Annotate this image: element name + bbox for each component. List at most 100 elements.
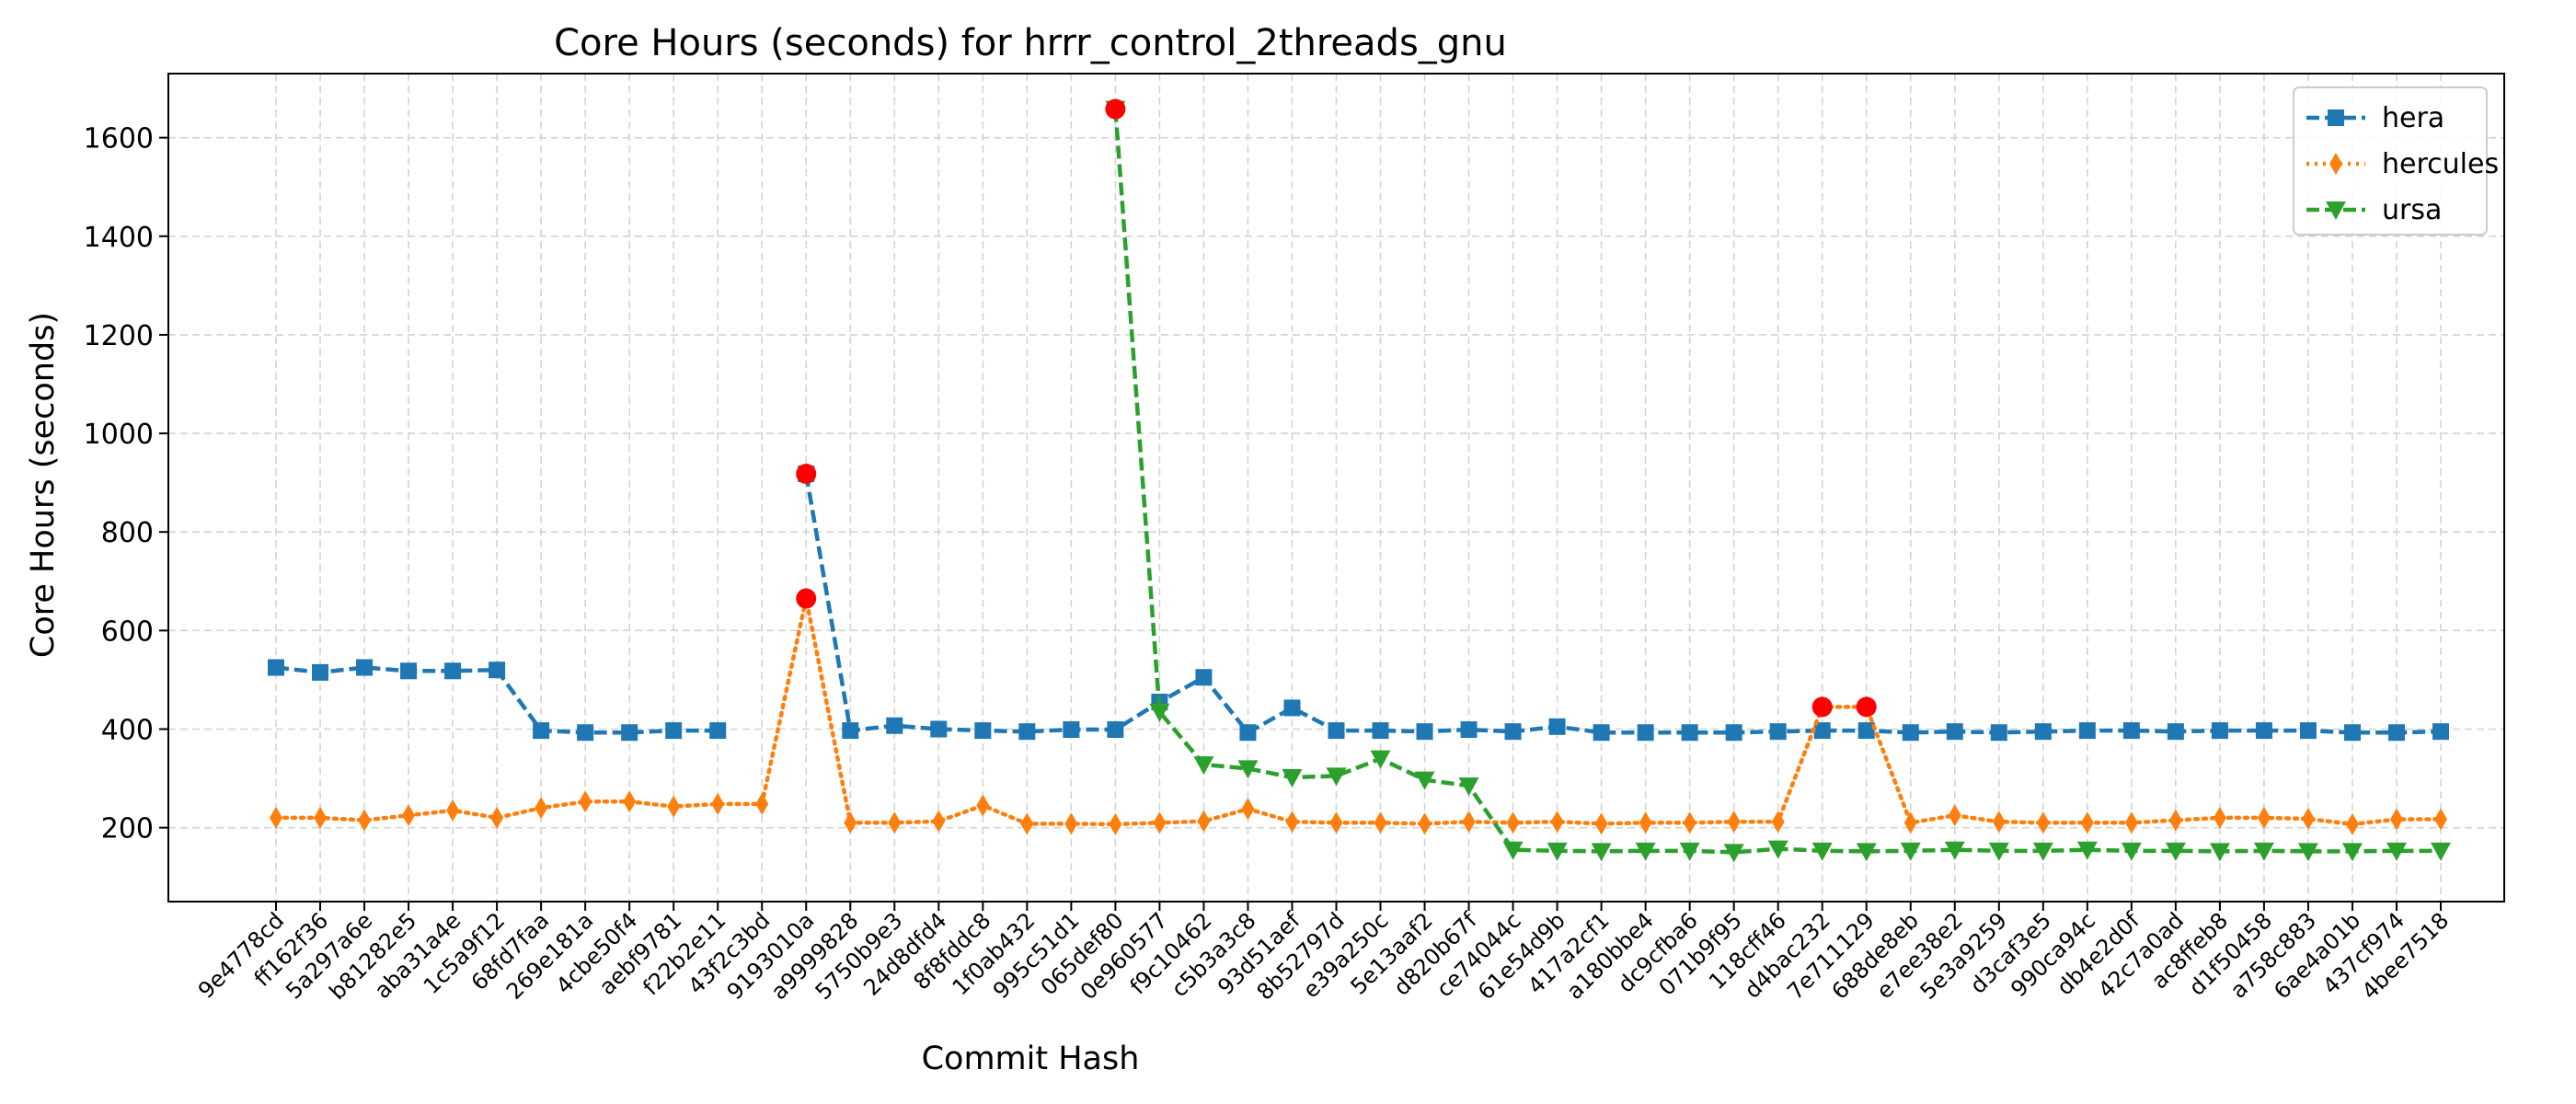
data-point-hercules (1727, 811, 1741, 834)
data-point-hera (1725, 724, 1742, 742)
data-point-ursa (1326, 767, 1347, 787)
data-point-hera (1902, 724, 1919, 742)
data-point-ursa (1988, 842, 2009, 861)
x-axis-label: Commit Hash (922, 1041, 1140, 1077)
data-point-hera (1283, 699, 1301, 717)
data-point-ursa (2431, 842, 2451, 861)
data-point-hera (1548, 718, 1566, 735)
data-point-hercules (1462, 811, 1476, 834)
data-point-hercules (535, 797, 548, 820)
data-point-hercules (976, 794, 990, 817)
data-point-hera (1018, 723, 1036, 741)
y-tick-label: 1400 (84, 222, 154, 254)
data-point-hera (2167, 723, 2184, 741)
data-point-hera (621, 724, 638, 742)
data-point-hercules (2257, 806, 2271, 829)
data-point-hercules (844, 811, 857, 834)
y-tick-label: 400 (101, 715, 154, 747)
data-point-hercules (2389, 808, 2403, 831)
data-point-ursa (1679, 842, 1700, 861)
data-point-hercules (2036, 811, 2050, 834)
legend: hera hercules ursa (2293, 86, 2499, 236)
data-point-hercules (888, 811, 902, 834)
data-point-ursa (2121, 842, 2142, 861)
data-point-hercules (1241, 798, 1255, 821)
data-point-hera (2078, 722, 2096, 740)
data-point-hera (1460, 721, 1478, 739)
data-point-hera (2432, 723, 2449, 741)
legend-marker-hercules (2329, 153, 2342, 175)
data-point-ursa (1635, 842, 1656, 861)
y-tick-label: 800 (101, 517, 154, 549)
data-point-hercules (1550, 811, 1564, 834)
data-point-ursa (1149, 703, 1170, 722)
legend-label-hera: hera (2382, 102, 2444, 134)
data-point-hera (930, 720, 948, 738)
grid (168, 74, 2504, 902)
data-point-hercules (2168, 809, 2182, 832)
data-point-hercules (755, 792, 769, 815)
data-point-hera (1328, 722, 1345, 740)
data-point-hera (1857, 722, 1875, 740)
legend-label-ursa: ursa (2382, 194, 2442, 226)
data-point-ursa (2209, 843, 2230, 862)
data-point-hera (577, 724, 594, 742)
series-line-hera (804, 473, 2442, 736)
y-tick-label: 1600 (84, 123, 154, 155)
data-point-hera (1769, 723, 1787, 741)
data-point-hera (2255, 722, 2272, 740)
data-point-ursa (2341, 843, 2363, 862)
legend-marker-ursa (2326, 201, 2346, 220)
series-hera (268, 466, 2449, 742)
data-point-hercules (2213, 806, 2226, 829)
data-point-ursa (2165, 842, 2186, 861)
data-point-hera (1681, 724, 1698, 742)
data-point-hercules (1948, 804, 1961, 827)
data-point-hera (268, 659, 284, 676)
data-point-hercules (270, 806, 282, 829)
data-point-hercules (1374, 811, 1387, 834)
data-point-hera (356, 659, 374, 676)
data-point-hera (1813, 722, 1831, 740)
x-axis: 9e4778cdff162f365a297a6eb81282e5aba31a4e… (193, 902, 2454, 1006)
data-point-hercules (1506, 811, 1520, 834)
data-point-ursa (1370, 750, 1391, 769)
data-point-hercules (1109, 812, 1122, 835)
data-point-hercules (1418, 812, 1432, 835)
data-point-hercules (1771, 811, 1785, 834)
data-point-hera (886, 717, 903, 734)
y-axis-label: Core Hours (seconds) (25, 312, 62, 658)
data-point-hera (2343, 724, 2361, 742)
data-point-hera (312, 663, 329, 681)
data-point-ursa (1591, 843, 1612, 862)
data-point-hera (1195, 669, 1213, 686)
data-point-ursa (1547, 842, 1568, 861)
series-hercules (270, 587, 2447, 835)
data-point-ursa (1237, 760, 1259, 779)
data-point-hera (2122, 722, 2140, 740)
data-point-hera (1107, 721, 1124, 739)
data-point-hera (1990, 724, 2007, 742)
series-line-hercules (273, 598, 2444, 827)
highlight-point (796, 464, 817, 484)
data-point-hercules (2080, 811, 2094, 834)
data-point-ursa (1856, 843, 1877, 862)
data-point-ursa (1811, 842, 1833, 861)
y-tick-label: 1200 (84, 320, 154, 352)
data-point-hercules (667, 795, 681, 818)
data-point-hercules (358, 809, 372, 832)
data-point-hera (533, 722, 550, 740)
data-point-hera (665, 722, 683, 740)
data-point-hercules (2124, 811, 2138, 834)
data-point-hera (489, 661, 506, 679)
data-point-ursa (1900, 842, 1921, 861)
data-point-hera (2034, 723, 2052, 741)
data-point-hercules (1153, 811, 1167, 834)
data-point-hercules (1683, 811, 1696, 834)
data-point-ursa (1723, 844, 1744, 863)
series-ursa (1105, 100, 2451, 863)
data-point-hercules (623, 790, 637, 813)
data-point-hercules (490, 806, 504, 829)
